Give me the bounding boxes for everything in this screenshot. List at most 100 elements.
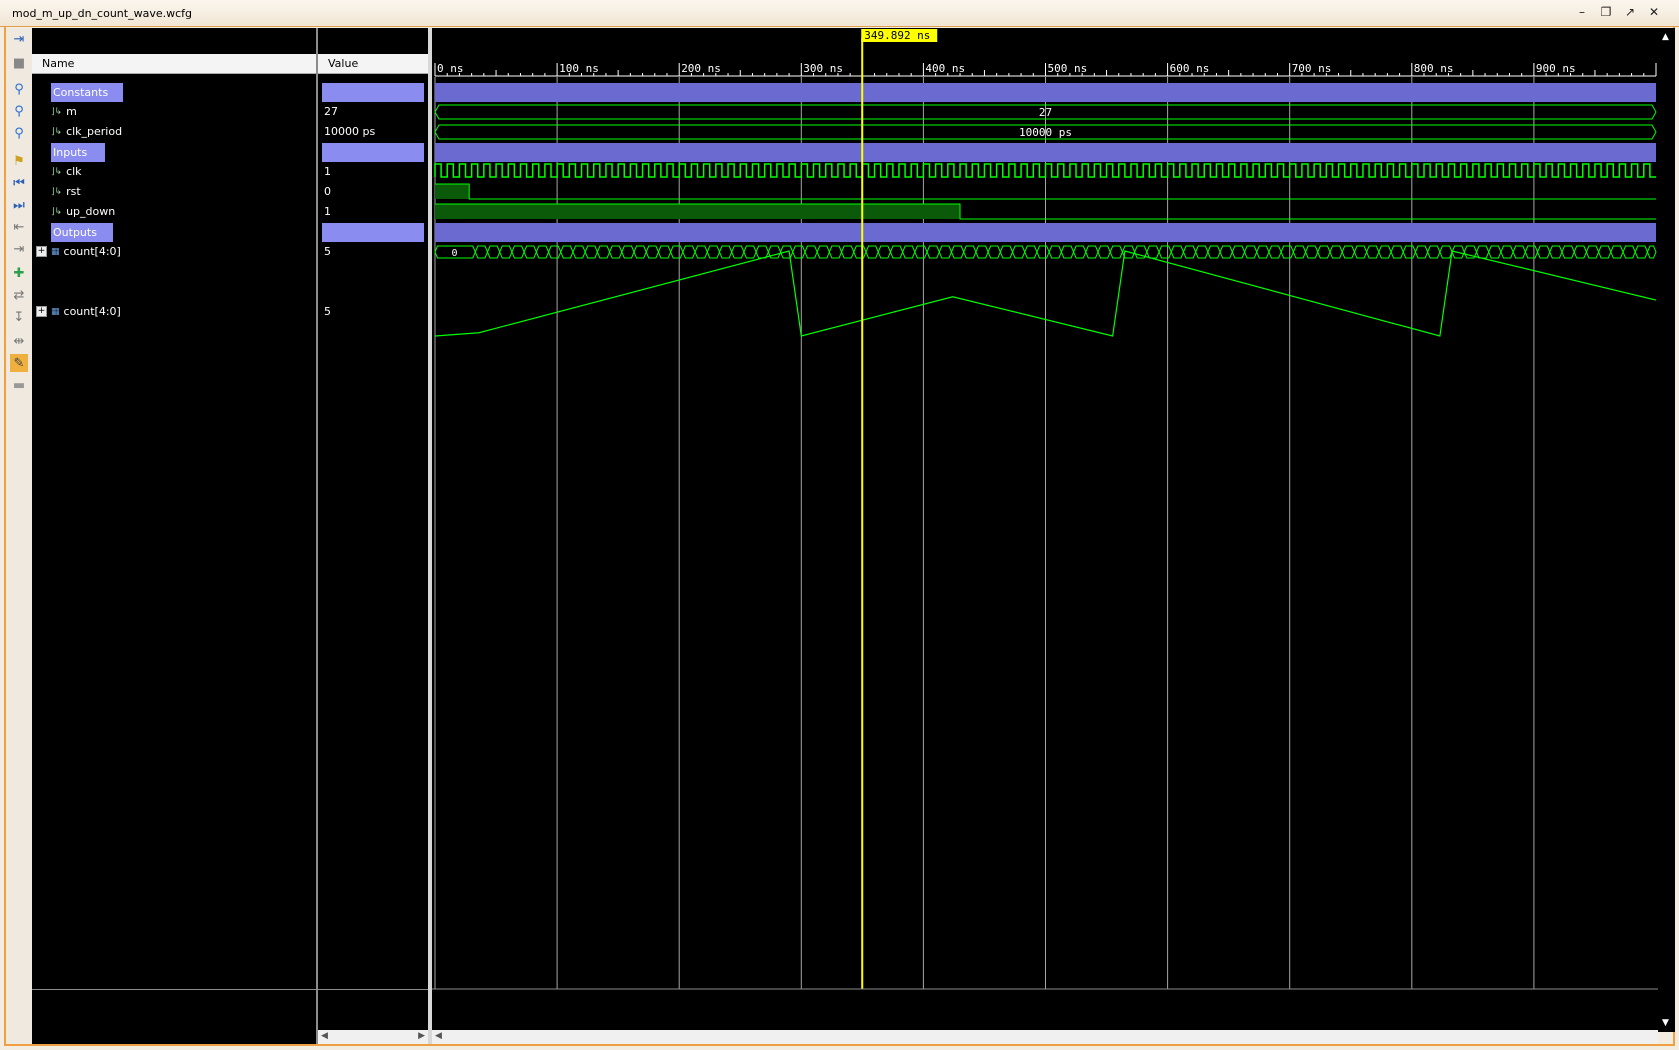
marker-spacing-icon[interactable]: ⇹ [13,333,25,349]
go-end-icon[interactable]: ⏭ [13,197,25,213]
go-start-icon[interactable]: ⏮ [13,175,25,191]
group-outputs-value [322,223,424,242]
pane-divider [32,989,317,990]
value-clk-period: 10000 ps [324,125,376,138]
scroll-down-icon[interactable]: ▼ [1662,1018,1669,1028]
value-rst: 0 [324,185,331,198]
window-title: mod_m_up_dn_count_wave.wcfg [12,7,192,20]
wave-toolbar: ⇥ ■ ⚲ ⚲ ⚲ ⚑ ⏮ ⏭ ⇤ ⇥ ✚ ⇄ ↧ ⇹ ✎ ▬ [6,28,33,1044]
signal-clk-period[interactable]: ⌋↳ clk_period [51,122,122,142]
ruler-tick-label: 600 ns [1170,62,1210,75]
value-count-digital: 5 [324,245,331,258]
value-count-analog: 5 [324,305,331,318]
value-column-header[interactable]: Value [318,54,428,74]
zoom-in-icon[interactable]: ⚲ [14,81,24,97]
signal-up-down[interactable]: ⌋↳ up_down [51,202,115,222]
restore-icon[interactable]: ❐ [1600,5,1612,19]
signal-value-pane: Value 27 10000 ps 1 0 1 5 5 [318,28,428,1044]
scroll-left-icon[interactable]: ◀ [321,1031,328,1041]
group-constants-value [322,83,424,102]
trace-count-initial-label: 0 [452,248,458,259]
value-m: 27 [324,105,338,118]
signal-m[interactable]: ⌋↳ m [51,102,77,122]
expand-icon[interactable]: + [36,246,47,257]
input-signal-icon: ⌋↳ [51,167,63,177]
waveform-canvas[interactable]: 0 ns 100 ns 200 ns 300 ns 400 ns 500 ns 600 ns… [432,28,1658,1032]
ruler-tick-label: 400 ns [925,62,965,75]
value-horizontal-scrollbar[interactable]: ◀ ▶ [318,1030,428,1044]
ruler-tick-label: 0 ns [437,62,464,75]
group-bar-outputs [435,223,1656,242]
group-inputs-value [322,143,424,162]
trace-up-down [435,203,1656,220]
group-constants[interactable]: Constants [51,83,123,102]
value-clk: 1 [324,165,331,178]
bus-signal-icon: ▦ [51,247,60,257]
ruler-tick-label: 100 ns [559,62,599,75]
prev-transition-icon[interactable]: ⇤ [13,219,25,235]
trace-count-digital [434,245,1657,259]
wave-horizontal-scrollbar[interactable]: ◀ [432,1030,1658,1044]
cursor-label-box [861,29,938,42]
value-up-down: 1 [324,205,331,218]
save-icon[interactable]: ■ [12,55,26,71]
highlight-icon[interactable]: ✎ [10,354,28,372]
zoom-out-icon[interactable]: ⚲ [14,103,24,119]
waveform-pane[interactable]: 0 ns 100 ns 200 ns 300 ns 400 ns 500 ns 600 ns… [432,28,1658,1032]
zoom-area-icon[interactable]: ⚲ [14,125,24,141]
time-cursor[interactable]: 349.892 ns [861,29,938,989]
trace-rst [435,183,1656,200]
time-ruler: 0 ns 100 ns 200 ns 300 ns 400 ns 500 ns 600 ns… [434,62,1657,77]
add-signal-icon[interactable]: ✚ [13,265,25,281]
ruler-tick-label: 500 ns [1048,62,1088,75]
ruler-tick-label: 900 ns [1536,62,1576,75]
trace-clk-period-label: 10000 ps [1019,126,1072,139]
window-titlebar: mod_m_up_dn_count_wave.wcfg – ❐ ↗ ✕ [0,0,1679,27]
signal-traces: 27 10000 ps 0 [434,104,1657,337]
name-column-header[interactable]: Name [32,54,317,74]
divider-icon[interactable]: ▬ [12,377,26,393]
pane-divider [318,989,428,990]
signal-count-analog[interactable]: + ▦ count[4:0] [32,302,121,322]
trace-m-label: 27 [1039,106,1052,119]
cursor-label: 349.892 ns [864,29,930,42]
next-transition-icon[interactable]: ⇥ [13,241,25,257]
scroll-up-icon[interactable]: ▲ [1662,32,1669,42]
group-bars [435,83,1656,242]
signal-clk[interactable]: ⌋↳ clk [51,162,82,182]
constant-signal-icon: ⌋↳ [51,127,63,137]
swap-cursor-icon[interactable]: ⇄ [13,287,25,303]
trace-count-analog [434,250,1657,337]
signal-count-digital[interactable]: + ▦ count[4:0] [32,242,121,262]
wave-splitter[interactable] [428,28,432,1044]
zoom-fit-icon[interactable]: ⇥ [13,31,25,47]
input-signal-icon: ⌋↳ [51,207,63,217]
column-splitter[interactable] [316,28,318,1044]
bus-signal-icon: ▦ [51,307,60,317]
constant-signal-icon: ⌋↳ [51,107,63,117]
expand-icon[interactable]: + [36,306,47,317]
trace-clk-period [434,124,1657,140]
minimize-icon[interactable]: – [1579,5,1585,19]
scroll-right-icon[interactable]: ▶ [418,1031,425,1041]
snap-icon[interactable]: ↧ [13,309,25,325]
ruler-tick-label: 800 ns [1414,62,1454,75]
group-outputs[interactable]: Outputs [51,223,113,242]
close-icon[interactable]: ✕ [1648,5,1660,19]
group-inputs[interactable]: Inputs [51,143,105,162]
trace-up-down-high-fill [435,204,961,219]
scroll-left-icon[interactable]: ◀ [435,1031,442,1041]
add-marker-icon[interactable]: ⚑ [13,153,25,169]
group-bar-constants [435,83,1656,102]
trace-clk [434,163,1656,178]
group-bar-inputs [435,143,1656,162]
popout-icon[interactable]: ↗ [1624,5,1636,19]
trace-rst-high-fill [435,184,470,199]
ruler-tick-label: 700 ns [1292,62,1332,75]
signal-name-pane: Name Constants ⌋↳ m ⌋↳ clk_period Inputs ⌋… [32,28,317,1044]
ruler-tick-label: 300 ns [803,62,843,75]
input-signal-icon: ⌋↳ [51,187,63,197]
ruler-tick-label: 200 ns [681,62,721,75]
vertical-scrollbar[interactable]: ▲ ▼ [1658,28,1675,1032]
signal-rst[interactable]: ⌋↳ rst [51,182,81,202]
